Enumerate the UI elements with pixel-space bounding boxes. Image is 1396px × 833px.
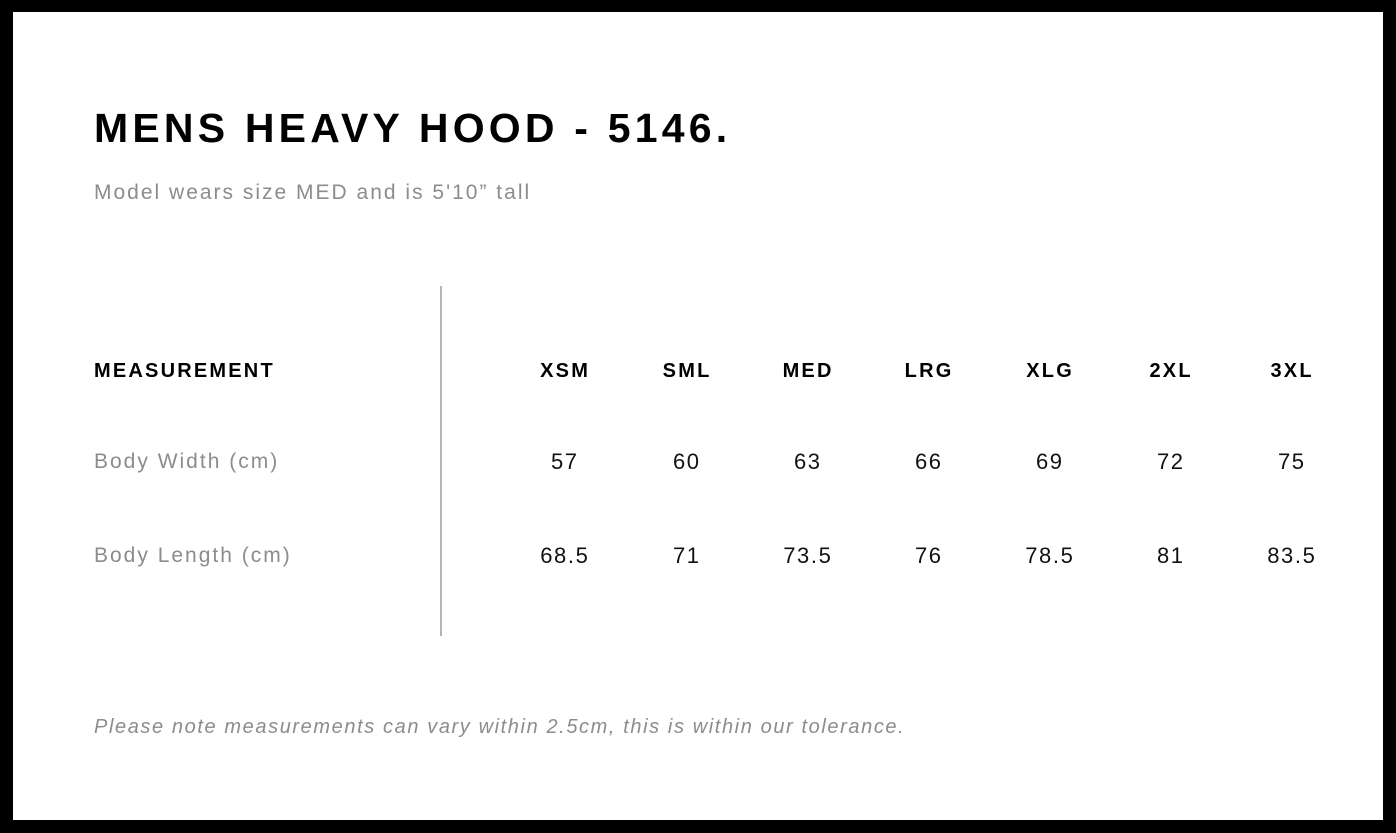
tolerance-footnote: Please note measurements can vary within…	[94, 716, 906, 738]
table-row: Body Length (cm) 68.5 71 73.5 76 78.5 81…	[13, 541, 1383, 571]
size-chart-table: MEASUREMENT XSM SML MED LRG XLG 2XL 3XL …	[13, 12, 1383, 820]
size-chart-sheet: MENS HEAVY HOOD - 5146. Model wears size…	[13, 12, 1383, 820]
cell-body-width-3xl: 75	[1277, 449, 1306, 474]
table-row: Body Width (cm) 57 60 63 66 69 72 75	[13, 447, 1383, 477]
page-title: MENS HEAVY HOOD - 5146.	[94, 105, 732, 151]
column-header-measurement: MEASUREMENT	[94, 360, 275, 382]
column-header-med: MED	[782, 360, 834, 382]
row-label-body-length: Body Length (cm)	[94, 544, 292, 567]
cell-body-length-lrg: 76	[914, 543, 943, 568]
model-info-subtitle: Model wears size MED and is 5'10” tall	[94, 181, 532, 204]
column-header-xlg: XLG	[1026, 360, 1074, 382]
column-header-sml: SML	[662, 360, 712, 382]
cell-body-length-xlg: 78.5	[1025, 543, 1075, 568]
cell-body-width-lrg: 66	[914, 449, 943, 474]
cell-body-length-2xl: 81	[1156, 543, 1185, 568]
column-header-3xl: 3XL	[1270, 360, 1314, 382]
column-header-2xl: 2XL	[1149, 360, 1193, 382]
cell-body-length-sml: 71	[672, 543, 701, 568]
row-label-body-width: Body Width (cm)	[94, 450, 280, 473]
cell-body-width-xsm: 57	[550, 449, 579, 474]
cell-body-width-med: 63	[793, 449, 822, 474]
table-vertical-divider	[440, 286, 442, 636]
cell-body-width-sml: 60	[672, 449, 701, 474]
cell-body-length-3xl: 83.5	[1267, 543, 1317, 568]
cell-body-length-xsm: 68.5	[540, 543, 590, 568]
column-header-xsm: XSM	[540, 360, 591, 382]
table-header-row: MEASUREMENT XSM SML MED LRG XLG 2XL 3XL	[13, 356, 1383, 386]
column-header-lrg: LRG	[904, 360, 954, 382]
cell-body-width-2xl: 72	[1156, 449, 1185, 474]
cell-body-width-xlg: 69	[1035, 449, 1064, 474]
cell-body-length-med: 73.5	[783, 543, 833, 568]
